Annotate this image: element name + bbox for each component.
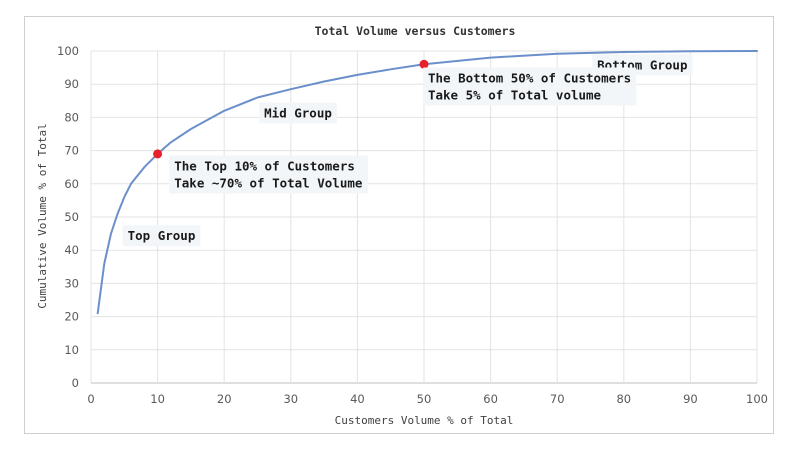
annotation-text: Take ~70% of Total Volume: [174, 176, 363, 191]
x-tick-label: 0: [87, 392, 94, 406]
x-tick-label: 100: [746, 392, 768, 406]
x-tick-label: 70: [550, 392, 565, 406]
annotation-background: [422, 67, 637, 106]
y-tick-label: 70: [64, 144, 79, 158]
series-layer: [96, 50, 758, 315]
annotation: The Bottom 50% of Customers Take 5% of To…: [422, 67, 637, 106]
y-tick-label: 40: [64, 243, 79, 257]
x-tick-label: 90: [683, 392, 698, 406]
y-tick-label: 90: [64, 77, 79, 91]
annotation-text: The Top 10% of Customers: [174, 159, 355, 174]
annotation-background: [122, 225, 201, 247]
x-axis-label: Customers Volume % of Total: [335, 414, 514, 427]
annotation: The Top 10% of Customers Take ~70% of Tot…: [169, 155, 368, 194]
x-tick-label: 50: [417, 392, 432, 406]
series-line: [96, 50, 758, 315]
annotation-text: The Bottom 50% of Customers: [428, 71, 631, 86]
y-tick-label: 0: [72, 376, 79, 390]
y-axis-label: Cumulative Volume % of Total: [36, 123, 49, 308]
annotation-text: Take 5% of Total volume: [428, 88, 602, 103]
y-axis-ticks: 0 10 20 30 40 50 60 70 80 90 100: [57, 44, 79, 390]
chart-frame: [24, 16, 774, 434]
x-tick-label: 20: [217, 392, 232, 406]
x-tick-label: 30: [283, 392, 298, 406]
annotation-text: Top Group: [128, 228, 196, 243]
annotation-text: Mid Group: [264, 105, 332, 120]
y-tick-label: 20: [64, 310, 79, 324]
y-tick-label: 80: [64, 110, 79, 124]
y-tick-label: 30: [64, 276, 79, 290]
x-tick-label: 40: [350, 392, 365, 406]
x-tick-label: 10: [150, 392, 165, 406]
chart-title: Total Volume versus Customers: [315, 24, 516, 38]
highlight-point: [419, 59, 429, 69]
highlight-point: [153, 149, 163, 159]
y-tick-label: 60: [64, 177, 79, 191]
annotation-background: [169, 155, 368, 194]
x-axis-ticks: 0 10 20 30 40 50 60 70 80 90 100: [87, 392, 768, 406]
annotation: Mid Group: [259, 102, 337, 124]
annotation-background: [259, 102, 337, 124]
y-tick-label: 50: [64, 210, 79, 224]
y-tick-label: 10: [64, 343, 79, 357]
annotation: Top Group: [122, 225, 201, 247]
x-tick-label: 80: [616, 392, 631, 406]
x-tick-label: 60: [483, 392, 498, 406]
y-tick-label: 100: [57, 44, 79, 58]
